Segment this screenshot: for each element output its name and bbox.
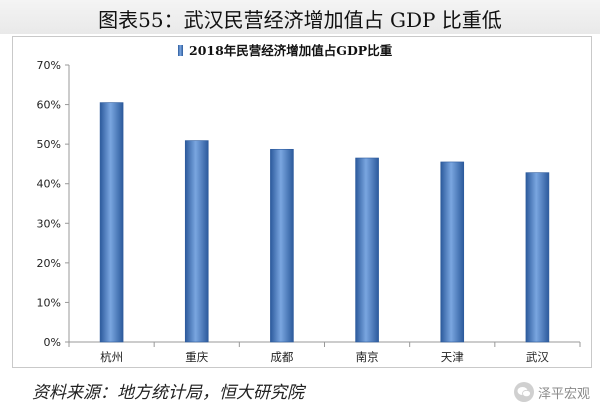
- title-band: [0, 0, 600, 34]
- bar: [440, 161, 465, 343]
- wechat-icon: [513, 382, 534, 402]
- y-tick-label: 50%: [37, 138, 61, 151]
- bar: [525, 172, 550, 343]
- x-tick-label: 杭州: [100, 350, 123, 364]
- chart-frame: 2018年民营经济增加值占GDP比重 0% 10% 20% 30% 40% 50% 60% 70…: [12, 36, 592, 368]
- bar-chart: 2018年民营经济增加值占GDP比重 0% 10% 20% 30% 40% 50% 60% 70…: [37, 43, 581, 364]
- y-tick-label: 30%: [37, 217, 61, 230]
- bar: [270, 148, 294, 343]
- x-tick-label: 重庆: [185, 350, 208, 364]
- watermark: 泽平宏观: [513, 382, 590, 402]
- x-tick-label: 成都: [270, 350, 293, 364]
- source-note: 资料来源：地方统计局，恒大研究院: [32, 383, 304, 403]
- x-tick-label: 天津: [441, 350, 464, 364]
- watermark-text: 泽平宏观: [537, 386, 590, 402]
- x-tick-label: 武汉: [526, 350, 549, 364]
- figure-title: 图表55：武汉民营经济增加值占 GDP 比重低: [98, 8, 502, 32]
- y-tick-label: 70%: [37, 59, 61, 72]
- y-tick-label: 40%: [37, 178, 61, 191]
- y-tick-label: 60%: [37, 99, 61, 112]
- legend-swatch: [178, 45, 183, 56]
- bar: [355, 157, 379, 343]
- y-tick-label: 0%: [44, 336, 61, 349]
- bar: [99, 102, 124, 343]
- bar: [184, 140, 209, 343]
- y-tick-label: 10%: [37, 296, 61, 309]
- y-tick-label: 20%: [37, 257, 61, 270]
- legend-label: 2018年民营经济增加值占GDP比重: [189, 43, 393, 58]
- x-tick-label: 南京: [356, 350, 379, 364]
